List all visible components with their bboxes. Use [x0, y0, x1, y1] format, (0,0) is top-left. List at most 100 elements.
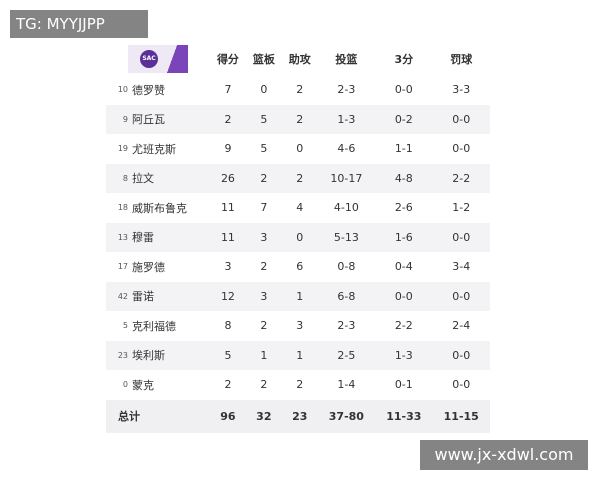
- stat-cell: 1-6: [375, 222, 433, 252]
- stat-cell: 1: [245, 340, 282, 370]
- stat-cell: 3-4: [452, 260, 471, 274]
- stat-cell: 0-0: [432, 340, 490, 370]
- jersey-number: 18: [117, 203, 128, 213]
- table-header: SAC 得分 篮板 助攻 投篮 3分 罚球: [106, 42, 490, 75]
- stat-cell: 5-13: [317, 222, 376, 252]
- player-name: 尤班克斯: [132, 142, 176, 156]
- stat-cell: 5: [260, 142, 268, 156]
- stat-cell: 9: [224, 142, 232, 156]
- player-row: 19 尤班克斯 9 5 0 4-6 1-1 0-0: [106, 134, 490, 164]
- stat-cell: 4-6: [337, 142, 356, 156]
- player-row: 18 威斯布鲁克 11 7 4 4-10 2-6 1-2: [106, 193, 490, 223]
- stat-cell: 0-0: [375, 281, 433, 311]
- stat-cell: 3: [296, 319, 304, 333]
- stat-cell: 6-8: [317, 281, 376, 311]
- stat-cell: 1-1: [394, 142, 413, 156]
- stat-cell: 0-0: [394, 83, 413, 97]
- stat-cell: 0-0: [452, 378, 471, 392]
- stat-cell: 2-5: [317, 340, 376, 370]
- stat-cell: 0-1: [394, 378, 413, 392]
- stat-cell: 12: [210, 281, 246, 311]
- jersey-number: 23: [106, 340, 132, 370]
- stat-cell: 1-3: [375, 340, 433, 370]
- stat-cell: 11: [210, 222, 246, 252]
- stat-cell: 0: [260, 83, 268, 97]
- player-row: 42 雷诺 12 3 1 6-8 0-0 0-0: [106, 281, 490, 311]
- stat-cell: 0: [281, 222, 318, 252]
- stat-cell: 1-4: [337, 378, 356, 392]
- player-name: 阿丘瓦: [132, 104, 210, 134]
- jersey-number: 19: [117, 144, 128, 154]
- player-row: 0 蒙克 2 2 2 1-4 0-1 0-0: [106, 370, 490, 400]
- stat-cell: 0-4: [394, 260, 413, 274]
- stat-cell: 2: [281, 104, 318, 134]
- stat-cell: 4-10: [333, 201, 359, 215]
- total-cell: 32: [245, 399, 282, 433]
- stat-cell: 2: [245, 163, 282, 193]
- stat-cell: 2: [281, 163, 318, 193]
- jersey-number: 17: [117, 262, 128, 272]
- stat-cell: 0-8: [337, 260, 356, 274]
- column-header: 投篮: [335, 52, 358, 66]
- total-cell: 23: [281, 399, 318, 433]
- total-cell: 96: [210, 399, 246, 433]
- player-name: 蒙克: [132, 378, 154, 392]
- stat-cell: 0-2: [375, 104, 433, 134]
- total-label: 总计: [106, 399, 210, 433]
- column-header: 助攻: [288, 52, 311, 66]
- stat-cell: 26: [210, 163, 246, 193]
- watermark: www.jx-xdwl.com: [420, 440, 588, 470]
- stat-cell: 10-17: [317, 163, 376, 193]
- stat-cell: 2: [210, 104, 246, 134]
- stats-table: SAC 得分 篮板 助攻 投篮 3分 罚球 10 德罗赞 7 0 2 2-3 0-0 3-3 9 阿丘瓦 2 5…: [106, 42, 490, 433]
- stat-cell: 6: [296, 260, 304, 274]
- column-header: 篮板: [252, 52, 275, 66]
- player-name: 威斯布鲁克: [132, 201, 187, 215]
- stat-cell: 4-8: [375, 163, 433, 193]
- stat-cell: 2: [224, 378, 232, 392]
- stat-cell: 5: [245, 104, 282, 134]
- player-name: 克利福德: [132, 319, 176, 333]
- stat-cell: 7: [260, 201, 268, 215]
- total-cell: 11-15: [432, 399, 490, 433]
- player-row: 13 穆雷 11 3 0 5-13 1-6 0-0: [106, 222, 490, 252]
- stat-cell: 2-2: [394, 319, 413, 333]
- jersey-number: 5: [122, 321, 128, 331]
- stat-cell: 2: [260, 260, 268, 274]
- stat-cell: 1: [281, 281, 318, 311]
- jersey-number: 0: [122, 380, 128, 390]
- player-name: 埃利斯: [132, 340, 210, 370]
- column-header: 罚球: [450, 52, 473, 66]
- stat-cell: 2: [260, 319, 268, 333]
- logo-text: SAC: [140, 49, 158, 68]
- player-row: 5 克利福德 8 2 3 2-3 2-2 2-4: [106, 311, 490, 341]
- stat-cell: 3: [224, 260, 232, 274]
- stat-cell: 2: [296, 378, 304, 392]
- column-header: 3分: [394, 52, 414, 66]
- stat-cell: 5: [210, 340, 246, 370]
- team-logo: SAC: [128, 44, 188, 73]
- player-row: 9 阿丘瓦 2 5 2 1-3 0-2 0-0: [106, 104, 490, 134]
- logo-cell: SAC: [106, 42, 210, 75]
- stat-cell: 3-3: [452, 83, 471, 97]
- header-row: SAC 得分 篮板 助攻 投篮 3分 罚球: [106, 42, 490, 75]
- stat-cell: 3: [245, 222, 282, 252]
- stat-cell: 2-4: [452, 319, 471, 333]
- stat-cell: 1-3: [317, 104, 376, 134]
- player-name: 施罗德: [132, 260, 165, 274]
- stat-cell: 1: [281, 340, 318, 370]
- stat-cell: 1-2: [452, 201, 471, 215]
- jersey-number: 42: [106, 281, 132, 311]
- stat-cell: 0-0: [432, 281, 490, 311]
- stat-cell: 2-2: [432, 163, 490, 193]
- player-name: 穆雷: [132, 222, 210, 252]
- player-name: 雷诺: [132, 281, 210, 311]
- stat-cell: 2: [260, 378, 268, 392]
- player-name: 拉文: [132, 163, 210, 193]
- stat-cell: 3: [245, 281, 282, 311]
- stat-cell: 2-6: [394, 201, 413, 215]
- stat-cell: 7: [224, 83, 232, 97]
- stat-cell: 0-0: [432, 104, 490, 134]
- total-row: 总计 96 32 23 37-80 11-33 11-15: [106, 399, 490, 433]
